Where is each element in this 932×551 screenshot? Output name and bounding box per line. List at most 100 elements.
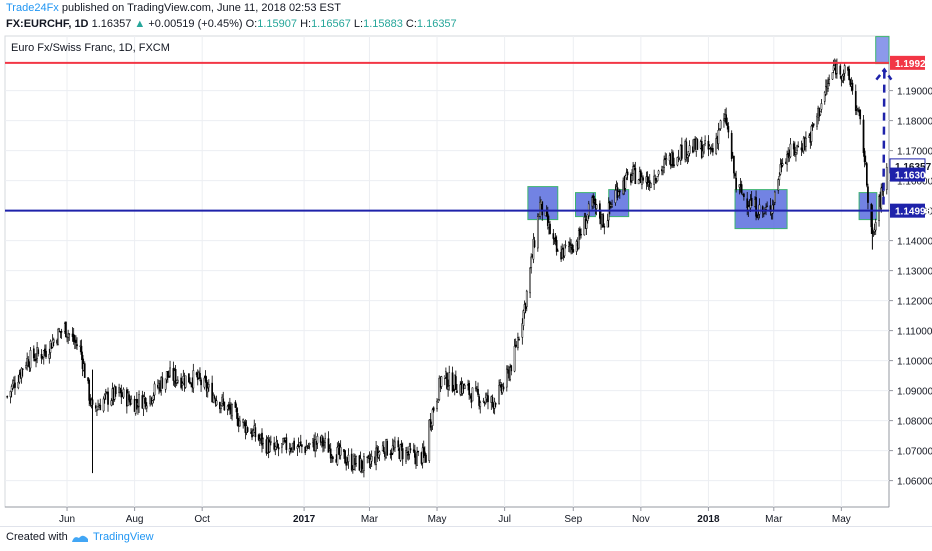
candle-body bbox=[680, 144, 683, 159]
candle-body bbox=[859, 109, 862, 120]
candle-body bbox=[530, 256, 533, 268]
candle-body bbox=[725, 114, 728, 124]
candle-body bbox=[51, 340, 54, 348]
candle-body bbox=[655, 181, 658, 183]
tradingview-brand-link[interactable]: TradingView bbox=[93, 531, 154, 543]
candle-body bbox=[603, 226, 606, 228]
candle-body bbox=[726, 123, 729, 127]
candle-body bbox=[521, 323, 524, 338]
candle-body bbox=[257, 434, 260, 441]
candle-body bbox=[429, 419, 432, 428]
candle-body bbox=[383, 447, 385, 453]
chart-title: Euro Fx/Swiss Franc, 1D, FXCM bbox=[11, 42, 170, 54]
candle-body bbox=[406, 451, 408, 454]
candle-body bbox=[307, 446, 310, 448]
candle-body bbox=[323, 444, 325, 446]
candle-body bbox=[246, 427, 249, 432]
candle-body bbox=[223, 401, 226, 411]
candle-body bbox=[316, 435, 319, 444]
candle-body bbox=[128, 394, 130, 401]
candle-body bbox=[151, 400, 154, 404]
candle-body bbox=[831, 72, 834, 80]
candle-body bbox=[252, 430, 254, 436]
candle-body bbox=[703, 144, 705, 153]
candle-body bbox=[258, 439, 261, 441]
candle-body bbox=[539, 201, 541, 217]
candles bbox=[6, 58, 888, 478]
candle-body bbox=[135, 399, 138, 404]
candle-body bbox=[554, 236, 557, 242]
candle-body bbox=[761, 206, 764, 213]
candle-body bbox=[72, 334, 75, 342]
candle-body bbox=[733, 155, 735, 174]
candle-body bbox=[482, 400, 485, 402]
candle-body bbox=[102, 398, 105, 412]
candle-body bbox=[45, 350, 47, 358]
candle-body bbox=[494, 403, 497, 405]
candle-body bbox=[399, 444, 402, 461]
change-value: +0.00519 (+0.45%) bbox=[148, 18, 243, 30]
candle-body bbox=[708, 145, 711, 149]
candle-body bbox=[529, 267, 531, 294]
candle-body bbox=[130, 398, 133, 405]
candle-body bbox=[469, 393, 472, 396]
projection-arrow-line bbox=[882, 69, 886, 205]
candle-body bbox=[533, 240, 536, 248]
publish-info: Trade24Fx published on TradingView.com, … bbox=[6, 0, 341, 16]
candle-body bbox=[94, 405, 97, 409]
candle-body bbox=[874, 222, 877, 231]
chart-area[interactable]: 1.06000 1.07000 1.08000 1.09000 1.10000 1.110… bbox=[0, 34, 932, 524]
candle-body bbox=[740, 184, 743, 194]
candle-body bbox=[414, 450, 416, 458]
candle-body bbox=[626, 171, 629, 176]
candle-body bbox=[823, 92, 826, 102]
price-tag-label: 1.16301 bbox=[895, 171, 932, 182]
candle-body bbox=[719, 120, 722, 129]
candle-body bbox=[825, 86, 827, 95]
candle-body bbox=[816, 115, 818, 127]
candle-body bbox=[532, 238, 535, 260]
tradingview-logo-icon[interactable] bbox=[70, 532, 90, 544]
candle-body bbox=[417, 450, 420, 453]
candle-body bbox=[546, 213, 549, 226]
candle-body bbox=[199, 372, 201, 379]
candle-body bbox=[617, 191, 620, 196]
candle-body bbox=[872, 231, 875, 233]
candle-body bbox=[502, 386, 505, 390]
candle-body bbox=[281, 443, 283, 448]
candle-body bbox=[541, 201, 544, 216]
candle-body bbox=[471, 387, 474, 402]
candle-body bbox=[704, 140, 706, 144]
candle-body bbox=[44, 348, 46, 353]
price-chart[interactable]: 1.06000 1.07000 1.08000 1.09000 1.10000 1.110… bbox=[0, 34, 932, 524]
candle-body bbox=[730, 133, 733, 159]
candle-body bbox=[329, 448, 332, 459]
candle-body bbox=[99, 404, 102, 411]
y-tick-label: 1.10000 bbox=[897, 357, 932, 368]
candle-body bbox=[20, 367, 23, 379]
candle-body bbox=[765, 207, 767, 210]
candle-body bbox=[575, 241, 578, 252]
candle-body bbox=[363, 456, 365, 471]
candle-body bbox=[355, 455, 358, 464]
candle-body bbox=[212, 394, 215, 403]
author-link[interactable]: Trade24Fx bbox=[6, 2, 59, 14]
candle-body bbox=[762, 213, 765, 215]
candle-body bbox=[134, 399, 137, 414]
candle-body bbox=[656, 176, 659, 182]
candle-body bbox=[169, 367, 171, 377]
candle-body bbox=[268, 442, 271, 452]
candle-body bbox=[864, 161, 867, 164]
candle-body bbox=[213, 396, 216, 399]
candle-body bbox=[332, 456, 334, 459]
candle-body bbox=[436, 400, 438, 410]
candle-body bbox=[416, 451, 418, 466]
candle-body bbox=[161, 377, 164, 389]
x-tick-label: Mar bbox=[361, 514, 379, 524]
candle-body bbox=[580, 234, 582, 236]
candle-body bbox=[663, 159, 665, 168]
candle-body bbox=[174, 369, 177, 384]
x-tick-label: Jun bbox=[59, 514, 75, 524]
candle-body bbox=[854, 91, 857, 111]
candle-body bbox=[189, 381, 191, 384]
